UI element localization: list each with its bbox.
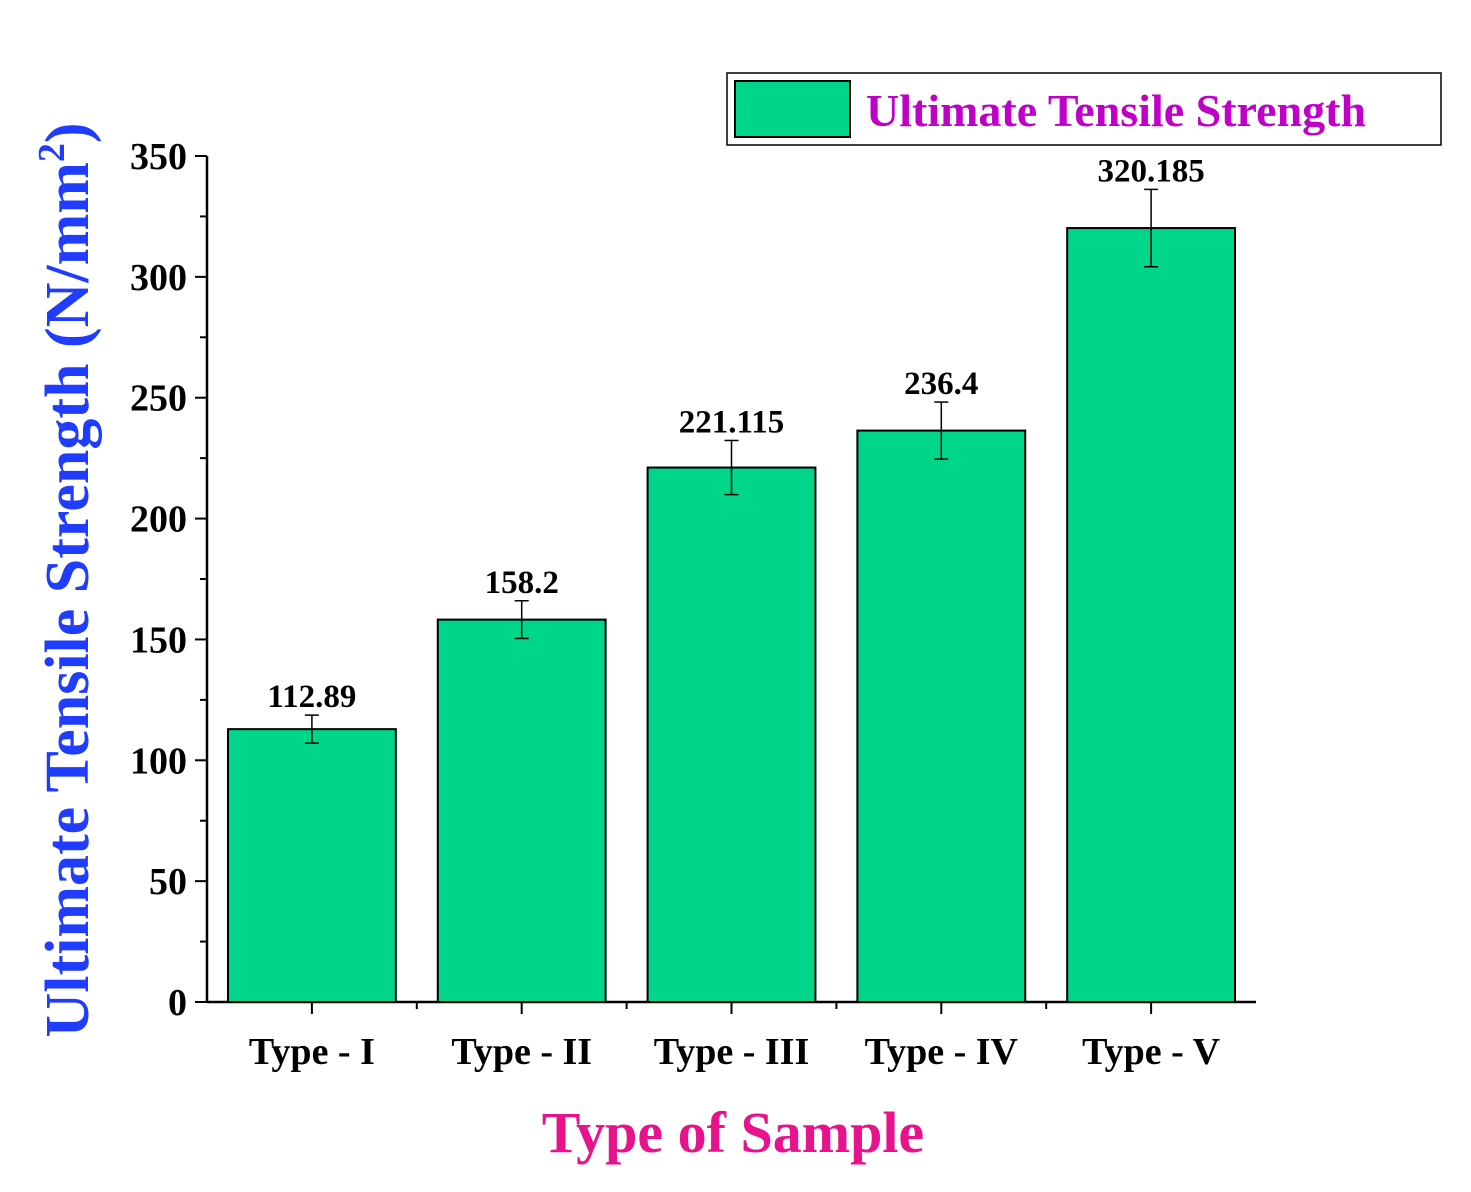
bar-3 — [646, 466, 817, 1003]
data-label-1: 112.89 — [267, 679, 356, 715]
y-tick-label-100: 100 — [130, 740, 187, 782]
x-axis-title: Type of Sample — [542, 1100, 924, 1165]
plot-area: 0 50 100 150 200 250 300 350 112.89 Type - I 158.2… — [130, 136, 1256, 1073]
x-tick-label-1: Type - I — [249, 1031, 375, 1073]
y-tick-label-300: 300 — [130, 257, 187, 299]
y-axis-title-close: ) — [34, 122, 102, 143]
x-tick-label-3: Type - III — [654, 1031, 810, 1073]
legend: Ultimate Tensile Strength — [726, 72, 1442, 146]
legend-label: Ultimate Tensile Strength — [866, 85, 1366, 136]
legend-swatch — [734, 80, 851, 138]
y-tick-label-0: 0 — [168, 982, 187, 1024]
data-label-5: 320.185 — [1097, 153, 1204, 189]
y-axis-title-main: Ultimate Tensile Strength (N/mm — [34, 162, 102, 1037]
data-label-3: 221.115 — [679, 404, 784, 440]
y-tick-label-250: 250 — [130, 378, 187, 420]
y-tick-label-50: 50 — [149, 861, 187, 903]
y-tick-label-200: 200 — [130, 499, 187, 541]
bar-5 — [1066, 227, 1237, 1003]
x-tick-label-2: Type - II — [451, 1031, 592, 1073]
bar-4 — [856, 429, 1027, 1004]
y-tick-label-150: 150 — [130, 619, 187, 661]
y-axis-title: Ultimate Tensile Strength (N/mm2) — [31, 122, 102, 1037]
x-tick-label-5: Type - V — [1082, 1031, 1220, 1073]
y-axis-title-superscript: 2 — [31, 143, 73, 162]
data-label-2: 158.2 — [485, 565, 559, 601]
y-tick-label-350: 350 — [130, 136, 187, 178]
bar-2 — [436, 618, 607, 1003]
data-label-4: 236.4 — [904, 366, 978, 402]
bar-1 — [226, 728, 397, 1003]
x-tick-label-4: Type - IV — [865, 1031, 1019, 1073]
